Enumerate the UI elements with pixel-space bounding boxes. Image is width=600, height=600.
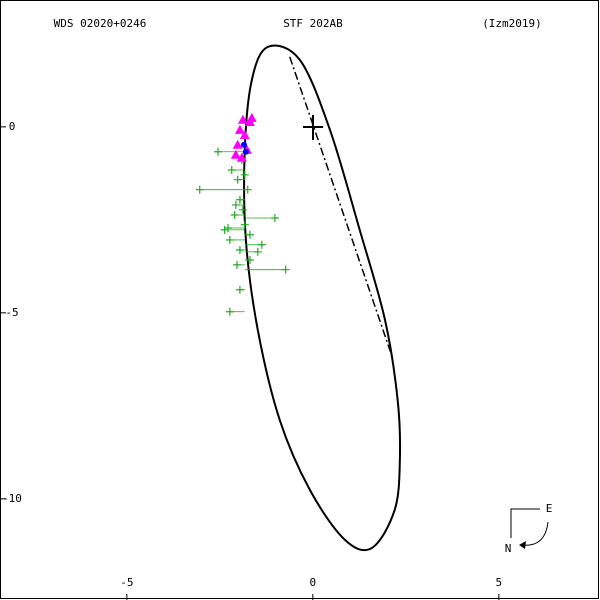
observation-triangle <box>236 152 247 162</box>
y-tick-label: 0 <box>9 120 16 133</box>
observation <box>238 205 247 214</box>
observation <box>240 220 249 229</box>
compass-north: N <box>505 542 512 555</box>
observation-triangle <box>237 114 248 124</box>
x-tick-label: 5 <box>496 576 503 589</box>
observation-circle <box>241 141 248 148</box>
chart-title: STF 202AB <box>283 17 343 30</box>
left-label: WDS 02020+0246 <box>54 17 147 30</box>
compass-east: E <box>546 502 553 515</box>
y-tick-label: -5 <box>5 306 18 319</box>
orbit <box>243 44 402 552</box>
x-tick-label: 0 <box>310 576 317 589</box>
right-label: (Izm2019) <box>482 17 542 30</box>
observation-triangle <box>239 130 250 140</box>
observation-triangle <box>234 124 245 134</box>
observation <box>240 170 249 179</box>
observation-triangle <box>230 149 241 159</box>
x-tick-label: -5 <box>120 576 133 589</box>
observation-triangle <box>232 139 243 149</box>
observation-triangle <box>246 112 257 122</box>
line-of-nodes <box>289 56 394 360</box>
compass-arrowhead <box>519 541 526 549</box>
compass-arms <box>510 508 540 538</box>
observation-circle <box>242 148 249 155</box>
y-tick-label: -10 <box>2 492 22 505</box>
compass: E N <box>505 502 553 555</box>
